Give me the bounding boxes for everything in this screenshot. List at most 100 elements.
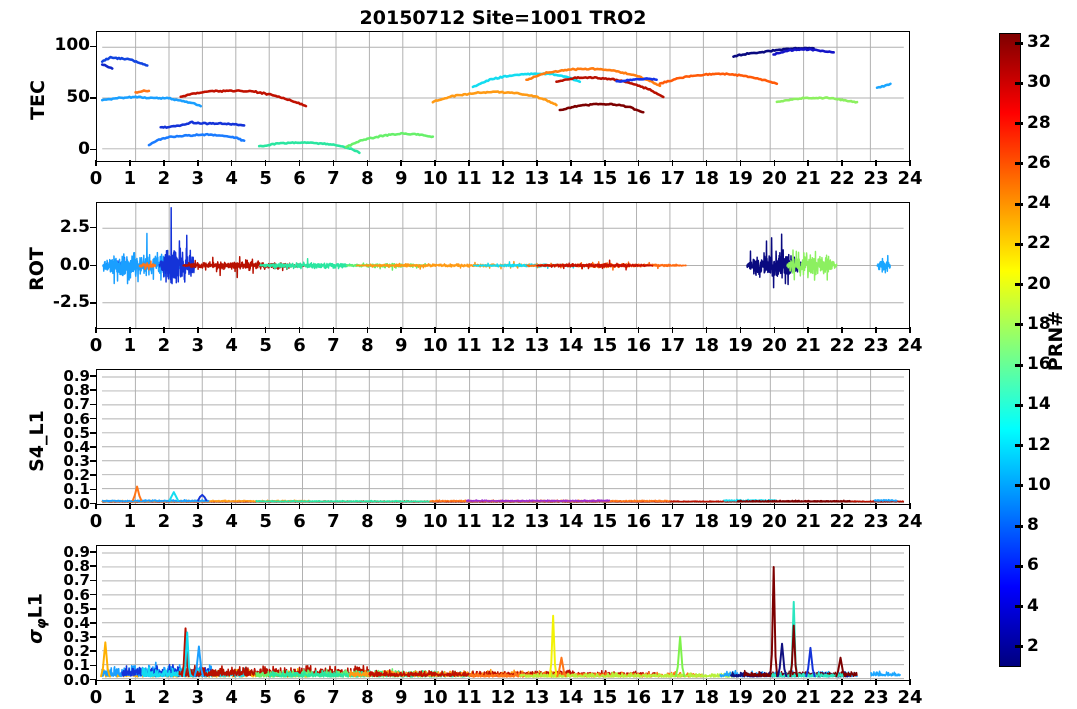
xtick-label: 17: [660, 168, 686, 189]
xtick-mark: [264, 679, 267, 685]
xtick-label: 14: [558, 687, 584, 708]
xtick-label: 3: [191, 335, 205, 356]
xtick-label: 10: [422, 511, 448, 532]
xtick-mark: [400, 503, 403, 509]
ytick-mark: [90, 403, 96, 406]
colorbar-tick-label: 24: [1027, 193, 1051, 214]
ytick-label: 0.7: [63, 395, 90, 414]
colorbar-tick-label: 16: [1027, 354, 1051, 375]
xtick-mark: [536, 503, 538, 509]
panel-tec: [96, 31, 910, 162]
xtick-label: 4: [225, 687, 238, 708]
xtick-mark: [807, 679, 810, 685]
xtick-mark: [603, 503, 606, 509]
xtick-label: 4: [225, 511, 238, 532]
xtick-label: 5: [259, 687, 272, 708]
xtick-mark: [909, 679, 911, 685]
xtick-label: 21: [795, 168, 821, 189]
xtick-label: 9: [394, 511, 408, 532]
xtick-label: 18: [693, 687, 720, 708]
ytick-label: 0.4: [63, 437, 90, 456]
ytick-label: 0.5: [63, 423, 90, 442]
xtick-label: 6: [293, 335, 306, 356]
xtick-mark: [875, 503, 877, 509]
xtick-mark: [739, 503, 742, 509]
xtick-mark: [298, 679, 301, 685]
xtick-label: 19: [727, 687, 753, 708]
ytick-label: 0.5: [63, 599, 90, 618]
xtick-mark: [875, 327, 877, 333]
panel-sigma-phi-l1: [96, 545, 910, 681]
xtick-mark: [502, 160, 504, 166]
ytick-label: 0.9: [63, 367, 90, 386]
xtick-label: 23: [863, 168, 889, 189]
xtick-mark: [841, 503, 843, 509]
xtick-mark: [671, 327, 674, 333]
colorbar-tick-label: 10: [1027, 474, 1051, 495]
ytick-label: 0.8: [63, 557, 90, 576]
xtick-label: 16: [626, 168, 652, 189]
xtick-label: 12: [490, 687, 516, 708]
ytick-mark: [90, 502, 96, 505]
xtick-label: 15: [592, 511, 618, 532]
xtick-mark: [129, 503, 131, 509]
ytick-mark: [90, 565, 96, 568]
xtick-label: 13: [524, 687, 550, 708]
ytick-mark: [90, 97, 96, 99]
xtick-label: 17: [660, 687, 686, 708]
xtick-label: 16: [626, 335, 652, 356]
xtick-mark: [95, 503, 97, 509]
ytick-label: 50: [66, 87, 90, 108]
xtick-label: 21: [795, 687, 821, 708]
xtick-label: 13: [524, 168, 550, 189]
ytick-mark: [90, 446, 96, 448]
xtick-mark: [264, 160, 267, 166]
xtick-mark: [570, 679, 572, 685]
colorbar-tick-mark: [1015, 524, 1023, 528]
xtick-label: 6: [293, 687, 306, 708]
xtick-label: 20: [761, 168, 787, 189]
xtick-mark: [95, 160, 97, 166]
colorbar-tick-mark: [1015, 645, 1023, 649]
ytick-label: 0: [78, 138, 90, 159]
ytick-label: 0.1: [63, 656, 90, 675]
xtick-label: 23: [863, 511, 889, 532]
xtick-mark: [468, 679, 470, 685]
xtick-mark: [163, 327, 165, 333]
colorbar-tick-mark: [1015, 564, 1023, 568]
xtick-label: 15: [592, 335, 618, 356]
xtick-label: 22: [829, 335, 855, 356]
xtick-mark: [366, 679, 369, 685]
colorbar-tick-label: 22: [1027, 233, 1051, 254]
colorbar-gradient: [1000, 34, 1020, 666]
ytick-mark: [90, 664, 96, 667]
ytick-label: 0.6: [63, 409, 90, 428]
ytick-mark: [90, 302, 96, 305]
xtick-label: 20: [761, 335, 787, 356]
xtick-mark: [264, 327, 267, 333]
xticks-rot: 0 1 2 3 4 5 6 7 8 9 10 11 12 13 14 15 16 17 18 19 20 21 22 23 24: [90, 327, 923, 356]
xtick-mark: [841, 160, 843, 166]
xtick-label: 11: [456, 168, 482, 189]
xtick-label: 16: [626, 511, 652, 532]
ytick-label: 0.0: [63, 494, 90, 513]
xtick-mark: [129, 679, 131, 685]
xtick-label: 9: [394, 168, 408, 189]
xtick-label: 20: [761, 511, 787, 532]
xtick-mark: [332, 160, 335, 166]
colorbar-tick-label: 20: [1027, 273, 1051, 294]
colorbar-tick-label: 2: [1027, 635, 1039, 656]
colorbar-tick-mark: [1015, 403, 1023, 407]
xtick-label: 24: [897, 335, 923, 356]
ytick-mark: [90, 593, 96, 596]
xtick-label: 12: [490, 511, 516, 532]
colorbar-tick-label: 6: [1027, 555, 1039, 576]
colorbar-tick-mark: [1015, 363, 1023, 367]
colorbar-tick-label: 32: [1027, 32, 1051, 53]
xtick-mark: [637, 160, 640, 166]
xtick-label: 8: [361, 335, 374, 356]
xtick-label: 24: [897, 511, 923, 532]
xtick-label: 3: [191, 511, 205, 532]
colorbar-tick-label: 18: [1027, 313, 1051, 334]
xtick-label: 2: [157, 335, 171, 356]
